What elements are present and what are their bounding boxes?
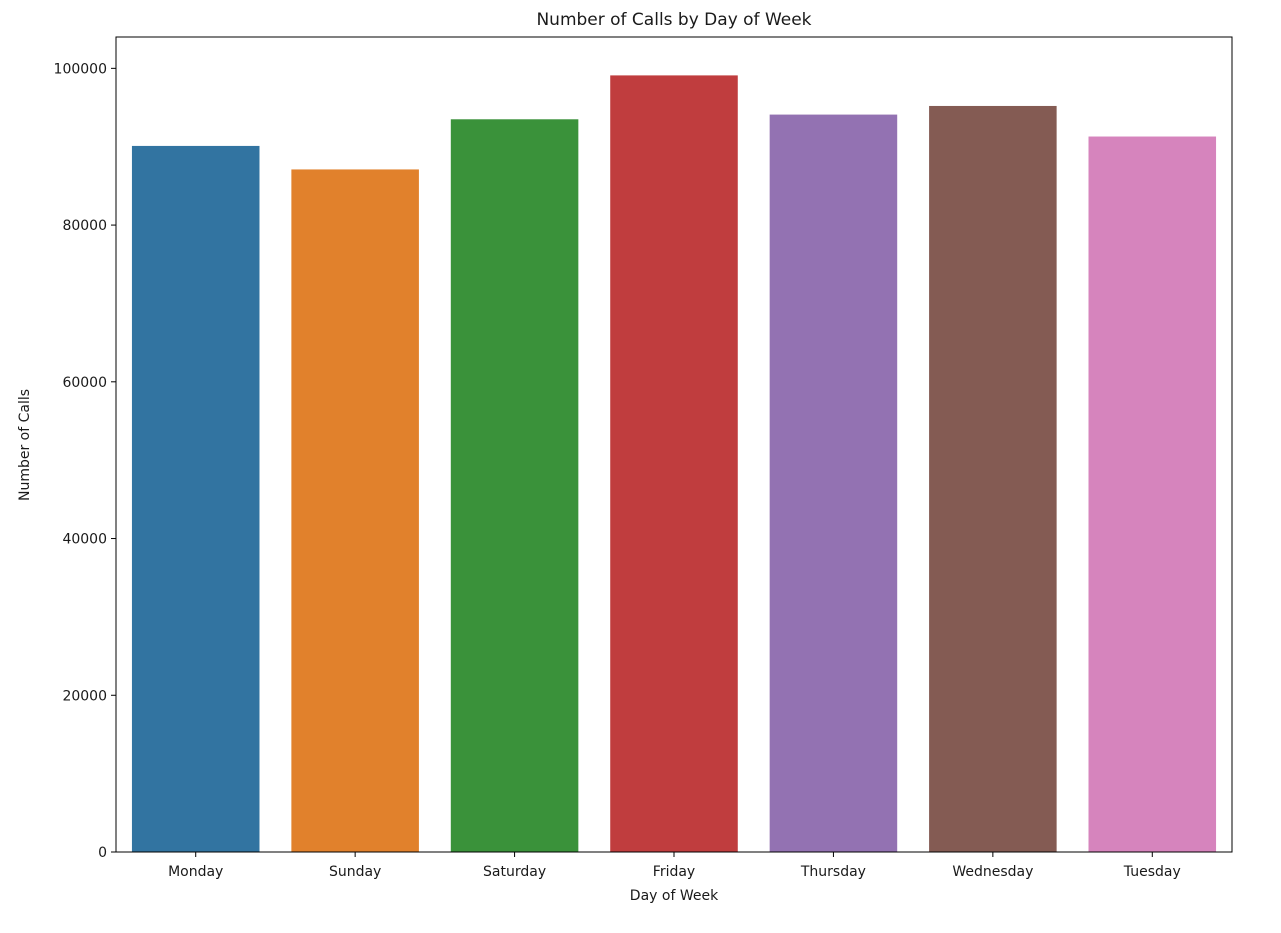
x-axis: Monday Sunday Saturday Friday Thursday Wednes…: [168, 852, 1181, 880]
bar-tuesday: [1088, 136, 1217, 852]
x-tick-label: Tuesday: [1123, 864, 1181, 880]
bar-thursday: [769, 114, 898, 853]
y-tick-label: 100000: [54, 61, 107, 77]
x-tick-label: Wednesday: [952, 864, 1033, 880]
x-tick-label: Friday: [653, 864, 695, 880]
bar-wednesday: [929, 105, 1057, 852]
x-tick-label: Monday: [168, 864, 223, 880]
x-axis-label: Day of Week: [630, 888, 719, 904]
bar-monday: [131, 145, 260, 853]
bar-friday: [610, 75, 738, 852]
y-axis: 0 20000 40000 60000 80000 100000: [54, 61, 116, 861]
chart-title: Number of Calls by Day of Week: [536, 10, 811, 30]
y-tick-label: 40000: [62, 532, 107, 548]
y-tick-label: 80000: [62, 218, 107, 234]
y-tick-label: 60000: [62, 375, 107, 391]
y-tick-label: 20000: [62, 688, 107, 704]
bar-saturday: [450, 119, 579, 853]
bar-sunday: [291, 169, 419, 852]
x-tick-label: Sunday: [329, 864, 381, 880]
x-tick-label: Thursday: [800, 864, 866, 880]
x-tick-label: Saturday: [483, 864, 546, 880]
bars-group: [131, 75, 1217, 853]
y-axis-label: Number of Calls: [17, 389, 33, 501]
plot-frame: [115, 36, 1233, 853]
y-tick-label: 0: [98, 845, 107, 861]
